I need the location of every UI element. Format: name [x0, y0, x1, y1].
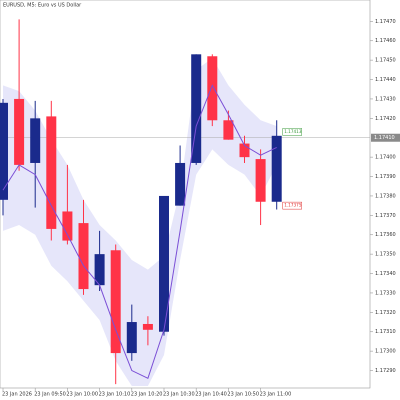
y-tick-label: 1.17390: [375, 174, 396, 180]
candle-body: [191, 54, 202, 163]
y-tick-label: 1.17430: [375, 96, 396, 102]
candle-body: [110, 250, 121, 354]
ma-line: [2, 84, 277, 379]
candle-body: [94, 254, 105, 286]
marker-box: [282, 128, 302, 136]
x-tick-label: 23 Jan 10:10: [99, 392, 131, 398]
x-tick-label: 23 Jan 10:40: [195, 392, 227, 398]
candle-body: [14, 98, 25, 165]
candle-body: [62, 211, 73, 241]
y-tick-label: 1.17300: [375, 349, 396, 355]
candle-body: [239, 143, 250, 158]
y-tick-label: 1.17440: [375, 77, 396, 83]
x-tick-label: 23 Jan 09:50: [34, 392, 66, 398]
y-tick-label: 1.17470: [375, 19, 396, 25]
candle-body: [207, 56, 218, 121]
y-tick-label: 1.17460: [375, 38, 396, 44]
candle-body: [223, 120, 234, 140]
candle-body: [30, 118, 41, 163]
y-tick-label: 1.17420: [375, 116, 396, 122]
x-tick-label: 23 Jan 10:50: [227, 392, 259, 398]
y-tick-label: 1.17400: [375, 155, 396, 161]
price-label-box: [371, 133, 400, 142]
y-tick-label: 1.17350: [375, 252, 396, 258]
y-tick-label: 1.17360: [375, 232, 396, 238]
marker-label: 1.17375: [284, 203, 302, 208]
candle-body: [78, 223, 89, 290]
candle-body: [0, 102, 8, 200]
y-tick-label: 1.17380: [375, 193, 396, 199]
candle-body: [255, 159, 266, 202]
x-tick-label: 23 Jan 10:20: [131, 392, 163, 398]
y-tick-label: 1.17340: [375, 271, 396, 277]
y-tick-label: 1.17320: [375, 310, 396, 316]
y-tick-label: 1.17330: [375, 290, 396, 296]
x-tick-label: 23 Jan 10:30: [163, 392, 195, 398]
x-tick-label: 23 Jan 11:00: [260, 392, 292, 398]
candle-body: [126, 322, 137, 354]
candle-body: [175, 162, 186, 206]
candle-body: [142, 323, 153, 330]
price-label: 1.17410: [374, 135, 395, 141]
chart-title: EURUSD, M5: Euro vs US Dollar: [3, 3, 82, 9]
candle-body: [46, 116, 57, 229]
y-tick-label: 1.17450: [375, 58, 396, 64]
x-tick-label: 23 Jan 10:00: [66, 392, 98, 398]
marker-label: 1.17413: [284, 129, 302, 134]
marker-box: [282, 201, 302, 210]
y-tick-label: 1.17370: [375, 213, 396, 219]
x-tick-label: 23 Jan 2026: [2, 392, 32, 398]
y-tick-label: 1.17310: [375, 329, 396, 335]
y-tick-label: 1.17290: [375, 368, 396, 374]
candle-body: [159, 195, 169, 332]
envelope-band: [3, 58, 277, 387]
candle-body: [271, 135, 282, 202]
